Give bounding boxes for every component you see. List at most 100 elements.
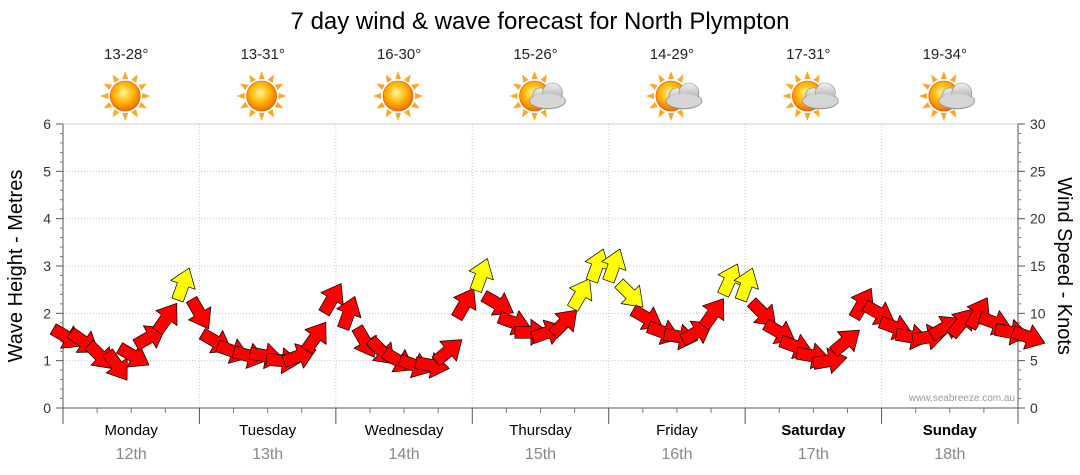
sun-ray: [395, 113, 402, 121]
sun-ray: [112, 74, 120, 83]
sun-ray: [138, 101, 147, 109]
sun-ray: [258, 71, 265, 79]
temperature-range: 15-26°: [513, 46, 557, 63]
sun-ray: [522, 109, 529, 118]
wind-arrow: [186, 296, 212, 330]
sun-ray: [813, 74, 820, 83]
sun-ray: [931, 109, 938, 118]
wind-arrow: [717, 263, 742, 298]
date-label: 16th: [661, 446, 692, 463]
chart-title: 7 day wind & wave forecast for North Ply…: [291, 8, 790, 35]
cloud: [529, 82, 566, 110]
grid: [63, 124, 1018, 408]
sun-ray: [931, 74, 938, 83]
sun-ray: [512, 101, 522, 109]
sun-ray: [376, 101, 385, 109]
sun-ray: [395, 71, 402, 79]
watermark: www.seabreeze.com.au: [908, 393, 1015, 404]
wind-arrow-shape: [336, 296, 362, 331]
y-left-tick-label: 3: [43, 258, 51, 274]
date-label: 13th: [252, 446, 283, 463]
sun-ray: [138, 83, 147, 91]
sun-ray: [949, 74, 957, 83]
cloud-fill: [803, 94, 838, 108]
wind-arrow-shape: [567, 278, 593, 312]
wind-arrow-shape: [301, 321, 327, 354]
sun-ray: [411, 83, 420, 91]
sun-ray: [249, 74, 256, 83]
cloud-fill: [666, 94, 701, 108]
wind-arrow: [431, 339, 463, 367]
wind-arrow-shape: [102, 348, 128, 381]
wind-arrow-shape: [431, 339, 463, 367]
sun-ray: [385, 109, 393, 118]
sun-ray: [676, 74, 684, 83]
wind-arrow-shape: [451, 287, 477, 322]
sun-rays: [373, 71, 424, 121]
sun-ray: [782, 93, 791, 99]
day-labels: Monday 12th Tuesday 13th Wednesday 14th Thursd…: [105, 422, 978, 463]
sun-ray: [403, 109, 411, 118]
sun-ray: [658, 74, 666, 83]
date-label: 15th: [525, 446, 556, 463]
cloud-fill: [939, 94, 974, 108]
sun-ray: [676, 109, 684, 118]
wind-arrow: [567, 278, 593, 312]
y-left-tick-label: 2: [43, 305, 51, 321]
sun-ray: [131, 74, 138, 83]
wind-arrow: [548, 309, 578, 339]
sun-ray: [813, 109, 820, 118]
date-label: 12th: [116, 446, 147, 463]
sun-ray: [411, 101, 420, 109]
y-left-tick-label: 6: [43, 116, 51, 132]
sun-ray: [649, 101, 658, 109]
temperature-range: 14-29°: [650, 46, 694, 63]
wind-arrow: [1010, 324, 1046, 350]
sun-ray: [403, 74, 411, 83]
wind-arrow-shape: [548, 309, 578, 339]
sun-ray: [540, 109, 547, 118]
sun-ray: [512, 83, 522, 91]
sun-ray: [949, 109, 957, 118]
y-axis-right-label: Wind Speed - Knots: [1053, 177, 1075, 355]
partly-cloudy-icon: [782, 71, 839, 121]
sun-disc: [109, 80, 141, 112]
sun-ray: [804, 71, 811, 79]
wind-arrow-shape: [717, 263, 742, 298]
wind-arrow: [698, 298, 725, 331]
sun-ray: [658, 109, 666, 118]
sun-ray: [922, 101, 931, 109]
wind-arrow-shape: [468, 258, 494, 293]
day-label: Monday: [105, 422, 159, 439]
wind-arrow-shape: [698, 298, 725, 331]
sun-ray: [785, 83, 795, 91]
sun-ray: [376, 83, 385, 91]
sun-rays: [236, 71, 287, 121]
sun-ray: [274, 101, 284, 109]
y-left-tick-label: 4: [43, 211, 51, 227]
y-left-tick-label: 1: [43, 353, 51, 369]
wind-arrow-shape: [584, 248, 610, 284]
day-label: Sunday: [923, 422, 978, 439]
day-label: Tuesday: [239, 422, 296, 439]
wind-arrow: [336, 296, 362, 331]
cloud-fill: [530, 94, 565, 108]
sun-ray: [645, 93, 654, 99]
wind-arrow: [468, 258, 494, 293]
day-label: Friday: [656, 422, 698, 439]
sun-ray: [239, 83, 249, 91]
temperature-range: 13-28°: [104, 46, 148, 63]
y-right-tick-label: 10: [1030, 305, 1046, 321]
sunny-icon: [373, 71, 424, 121]
day-header: 13-28° 13-31° 16-30° 15-26° 14-29° 17-31° 19-3…: [100, 46, 976, 121]
sun-rays: [100, 71, 151, 121]
wind-arrow-shape: [733, 267, 759, 303]
sun-ray: [373, 93, 382, 99]
wind-arrow: [584, 248, 610, 284]
y-right-tick-label: 20: [1030, 211, 1046, 227]
wind-arrow-shape: [614, 278, 644, 308]
sun-ray: [236, 93, 245, 99]
sun-disc: [246, 80, 277, 112]
sunny-icon: [100, 71, 151, 121]
sun-ray: [267, 109, 275, 118]
